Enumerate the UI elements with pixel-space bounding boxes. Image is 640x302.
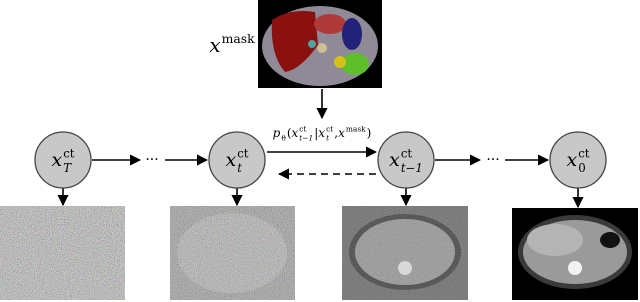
math-text: x	[292, 126, 299, 140]
nodes	[34, 131, 607, 189]
math-text: ,	[334, 126, 338, 140]
math-text: x	[338, 126, 345, 140]
node-label: x	[225, 149, 236, 171]
node-label: x	[51, 149, 62, 171]
node-label-sub: t	[237, 161, 242, 175]
node-label-sub: 0	[578, 161, 586, 175]
ellipsis: ···	[145, 152, 158, 168]
node-label: x	[209, 33, 220, 57]
node-label-sup: ct	[578, 146, 590, 160]
math-sub: t−1	[299, 134, 313, 143]
math-sub: θ	[281, 134, 286, 143]
node-label-sup: ct	[237, 146, 249, 160]
math-text: (	[287, 126, 292, 140]
math-text: )	[367, 126, 372, 140]
image-x0	[512, 208, 638, 300]
arrows	[57, 89, 584, 209]
node-label-sup: ct	[63, 146, 75, 160]
math-text: p	[273, 126, 281, 140]
math-text: x	[318, 126, 325, 140]
math-sup: ct	[326, 125, 333, 134]
node-label-sup: mask	[222, 31, 255, 46]
math-text: |	[314, 126, 318, 140]
mask-image	[258, 0, 382, 88]
node-label-sub: T	[63, 161, 72, 175]
image-xt	[170, 206, 295, 300]
math-sup: mask	[346, 125, 366, 134]
node-label: x	[566, 149, 577, 171]
math-sup: ct	[299, 125, 306, 134]
image-xt-1	[342, 206, 468, 300]
math-sub: t	[326, 134, 329, 143]
image-xT	[0, 206, 125, 300]
node-label-sub: t−1	[401, 161, 423, 175]
node-label: x	[389, 149, 400, 171]
node-label-sup: ct	[401, 146, 413, 160]
ellipsis: ···	[486, 152, 499, 168]
